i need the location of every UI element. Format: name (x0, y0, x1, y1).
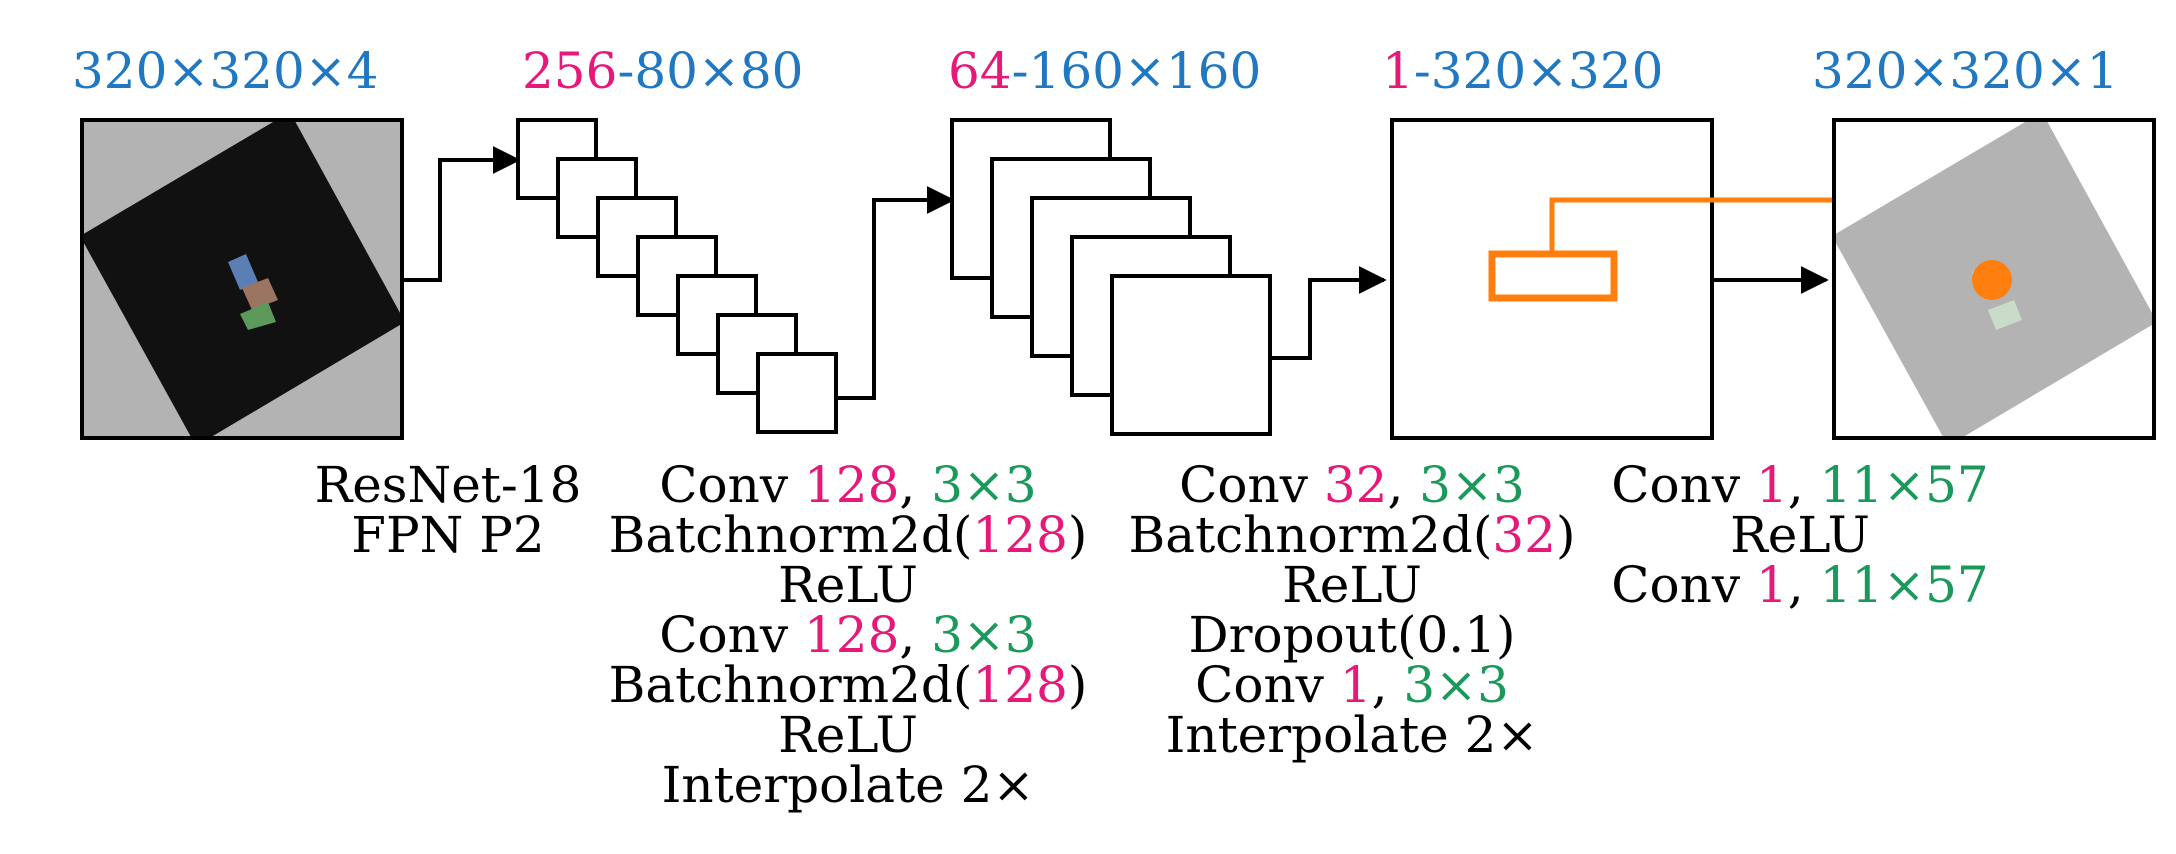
description-segment: FPN P2 (351, 506, 544, 564)
description-segment: 3×3 (1403, 656, 1509, 714)
arrow-p2-to-up1 (836, 186, 955, 400)
stage-header-output: 320×320×1 (1812, 42, 2118, 100)
input-objects (228, 254, 278, 330)
description-line: Batchnorm2d(128) (609, 656, 1088, 714)
description-segment: ) (1068, 656, 1088, 714)
header-segment: 1 (1382, 42, 1414, 100)
input-image (80, 118, 404, 440)
stage-header-map: 1-320×320 (1382, 42, 1663, 100)
arrow-input-to-p2 (402, 146, 521, 282)
header-segment: -80×80 (617, 42, 803, 100)
description-segment: , (1788, 556, 1820, 614)
description-segment: Conv (659, 606, 804, 664)
description-segment: , (1788, 456, 1820, 514)
description-segment: Batchnorm2d( (1129, 506, 1493, 564)
description-line: ReLU (1282, 556, 1422, 614)
arrow-up1-to-map (1272, 266, 1387, 360)
description-line: Conv 32, 3×3 (1179, 456, 1525, 514)
description-segment: ReLU (1282, 556, 1422, 614)
description-segment: ) (1068, 506, 1088, 564)
description-segment: 3×3 (1419, 456, 1525, 514)
description-line: Batchnorm2d(32) (1129, 506, 1576, 564)
header-segment: 64 (948, 42, 1012, 100)
feature-stack-up1 (950, 118, 1272, 436)
stage-header-p2: 256-80×80 (522, 42, 803, 100)
description-line: Conv 1, 11×57 (1611, 556, 1988, 614)
description-segment: ResNet-18 (315, 456, 582, 514)
description-segment: 32 (1492, 506, 1556, 564)
feature-stack-p2 (516, 118, 838, 434)
description-segment: 11×57 (1820, 456, 1989, 514)
description-segment: , (899, 606, 931, 664)
description-segment: Conv (1179, 456, 1324, 514)
description-segment: ReLU (778, 706, 918, 764)
description-segment: , (899, 456, 931, 514)
description-segment: 128 (804, 456, 899, 514)
description-line: FPN P2 (351, 506, 544, 564)
description-line: Conv 128, 3×3 (659, 606, 1036, 664)
description-line: Dropout(0.1) (1188, 606, 1515, 664)
description-line: ReLU (778, 556, 918, 614)
keypoint-marker (1972, 260, 2012, 300)
heatmap-panel (1390, 118, 1714, 440)
header-segment: -320×320 (1414, 42, 1664, 100)
description-segment: , (1388, 456, 1420, 514)
output-image (1832, 118, 2156, 440)
description-segment: 128 (804, 606, 899, 664)
description-segment: Conv (1611, 456, 1756, 514)
description-segment: , (1372, 656, 1404, 714)
description-segment: Conv (659, 456, 804, 514)
description-segment: Batchnorm2d( (609, 656, 973, 714)
description-segment: 32 (1324, 456, 1388, 514)
description-segment: ) (1556, 506, 1576, 564)
stage-header-up1: 64-160×160 (948, 42, 1261, 100)
description-segment: Interpolate 2× (662, 756, 1035, 814)
description-line: ResNet-18 (315, 456, 582, 514)
header-segment: 320×320×1 (1812, 42, 2118, 100)
description-segment: Conv (1195, 656, 1340, 714)
description-segment: 1 (1340, 656, 1372, 714)
description-line: Conv 1, 3×3 (1195, 656, 1509, 714)
description-line: ReLU (778, 706, 918, 764)
description-segment: Interpolate 2× (1166, 706, 1539, 764)
stage-header-input: 320×320×4 (72, 42, 378, 100)
description-block2: Conv 32, 3×3Batchnorm2d(32)ReLUDropout(0… (1129, 456, 1576, 764)
description-line: Interpolate 2× (662, 756, 1035, 814)
description-segment: 128 (972, 656, 1067, 714)
description-line: Interpolate 2× (1166, 706, 1539, 764)
description-segment: 1 (1756, 456, 1788, 514)
description-line: ReLU (1730, 506, 1870, 564)
description-segment: 11×57 (1820, 556, 1989, 614)
description-line: Batchnorm2d(128) (609, 506, 1088, 564)
description-segment: Dropout(0.1) (1188, 606, 1515, 664)
description-segment: ReLU (778, 556, 918, 614)
feature-map-slice (1110, 274, 1272, 436)
description-segment: ReLU (1730, 506, 1870, 564)
header-segment: 256 (522, 42, 617, 100)
header-segment: 320×320×4 (72, 42, 378, 100)
description-segment: 128 (972, 506, 1067, 564)
description-segment: 3×3 (931, 456, 1037, 514)
description-line: Conv 128, 3×3 (659, 456, 1036, 514)
description-line: Conv 1, 11×57 (1611, 456, 1988, 514)
description-segment: 1 (1756, 556, 1788, 614)
description-segment: Conv (1611, 556, 1756, 614)
description-segment: Batchnorm2d( (609, 506, 973, 564)
header-segment: -160×160 (1012, 42, 1262, 100)
description-segment: 3×3 (931, 606, 1037, 664)
feature-map-slice (756, 352, 838, 434)
